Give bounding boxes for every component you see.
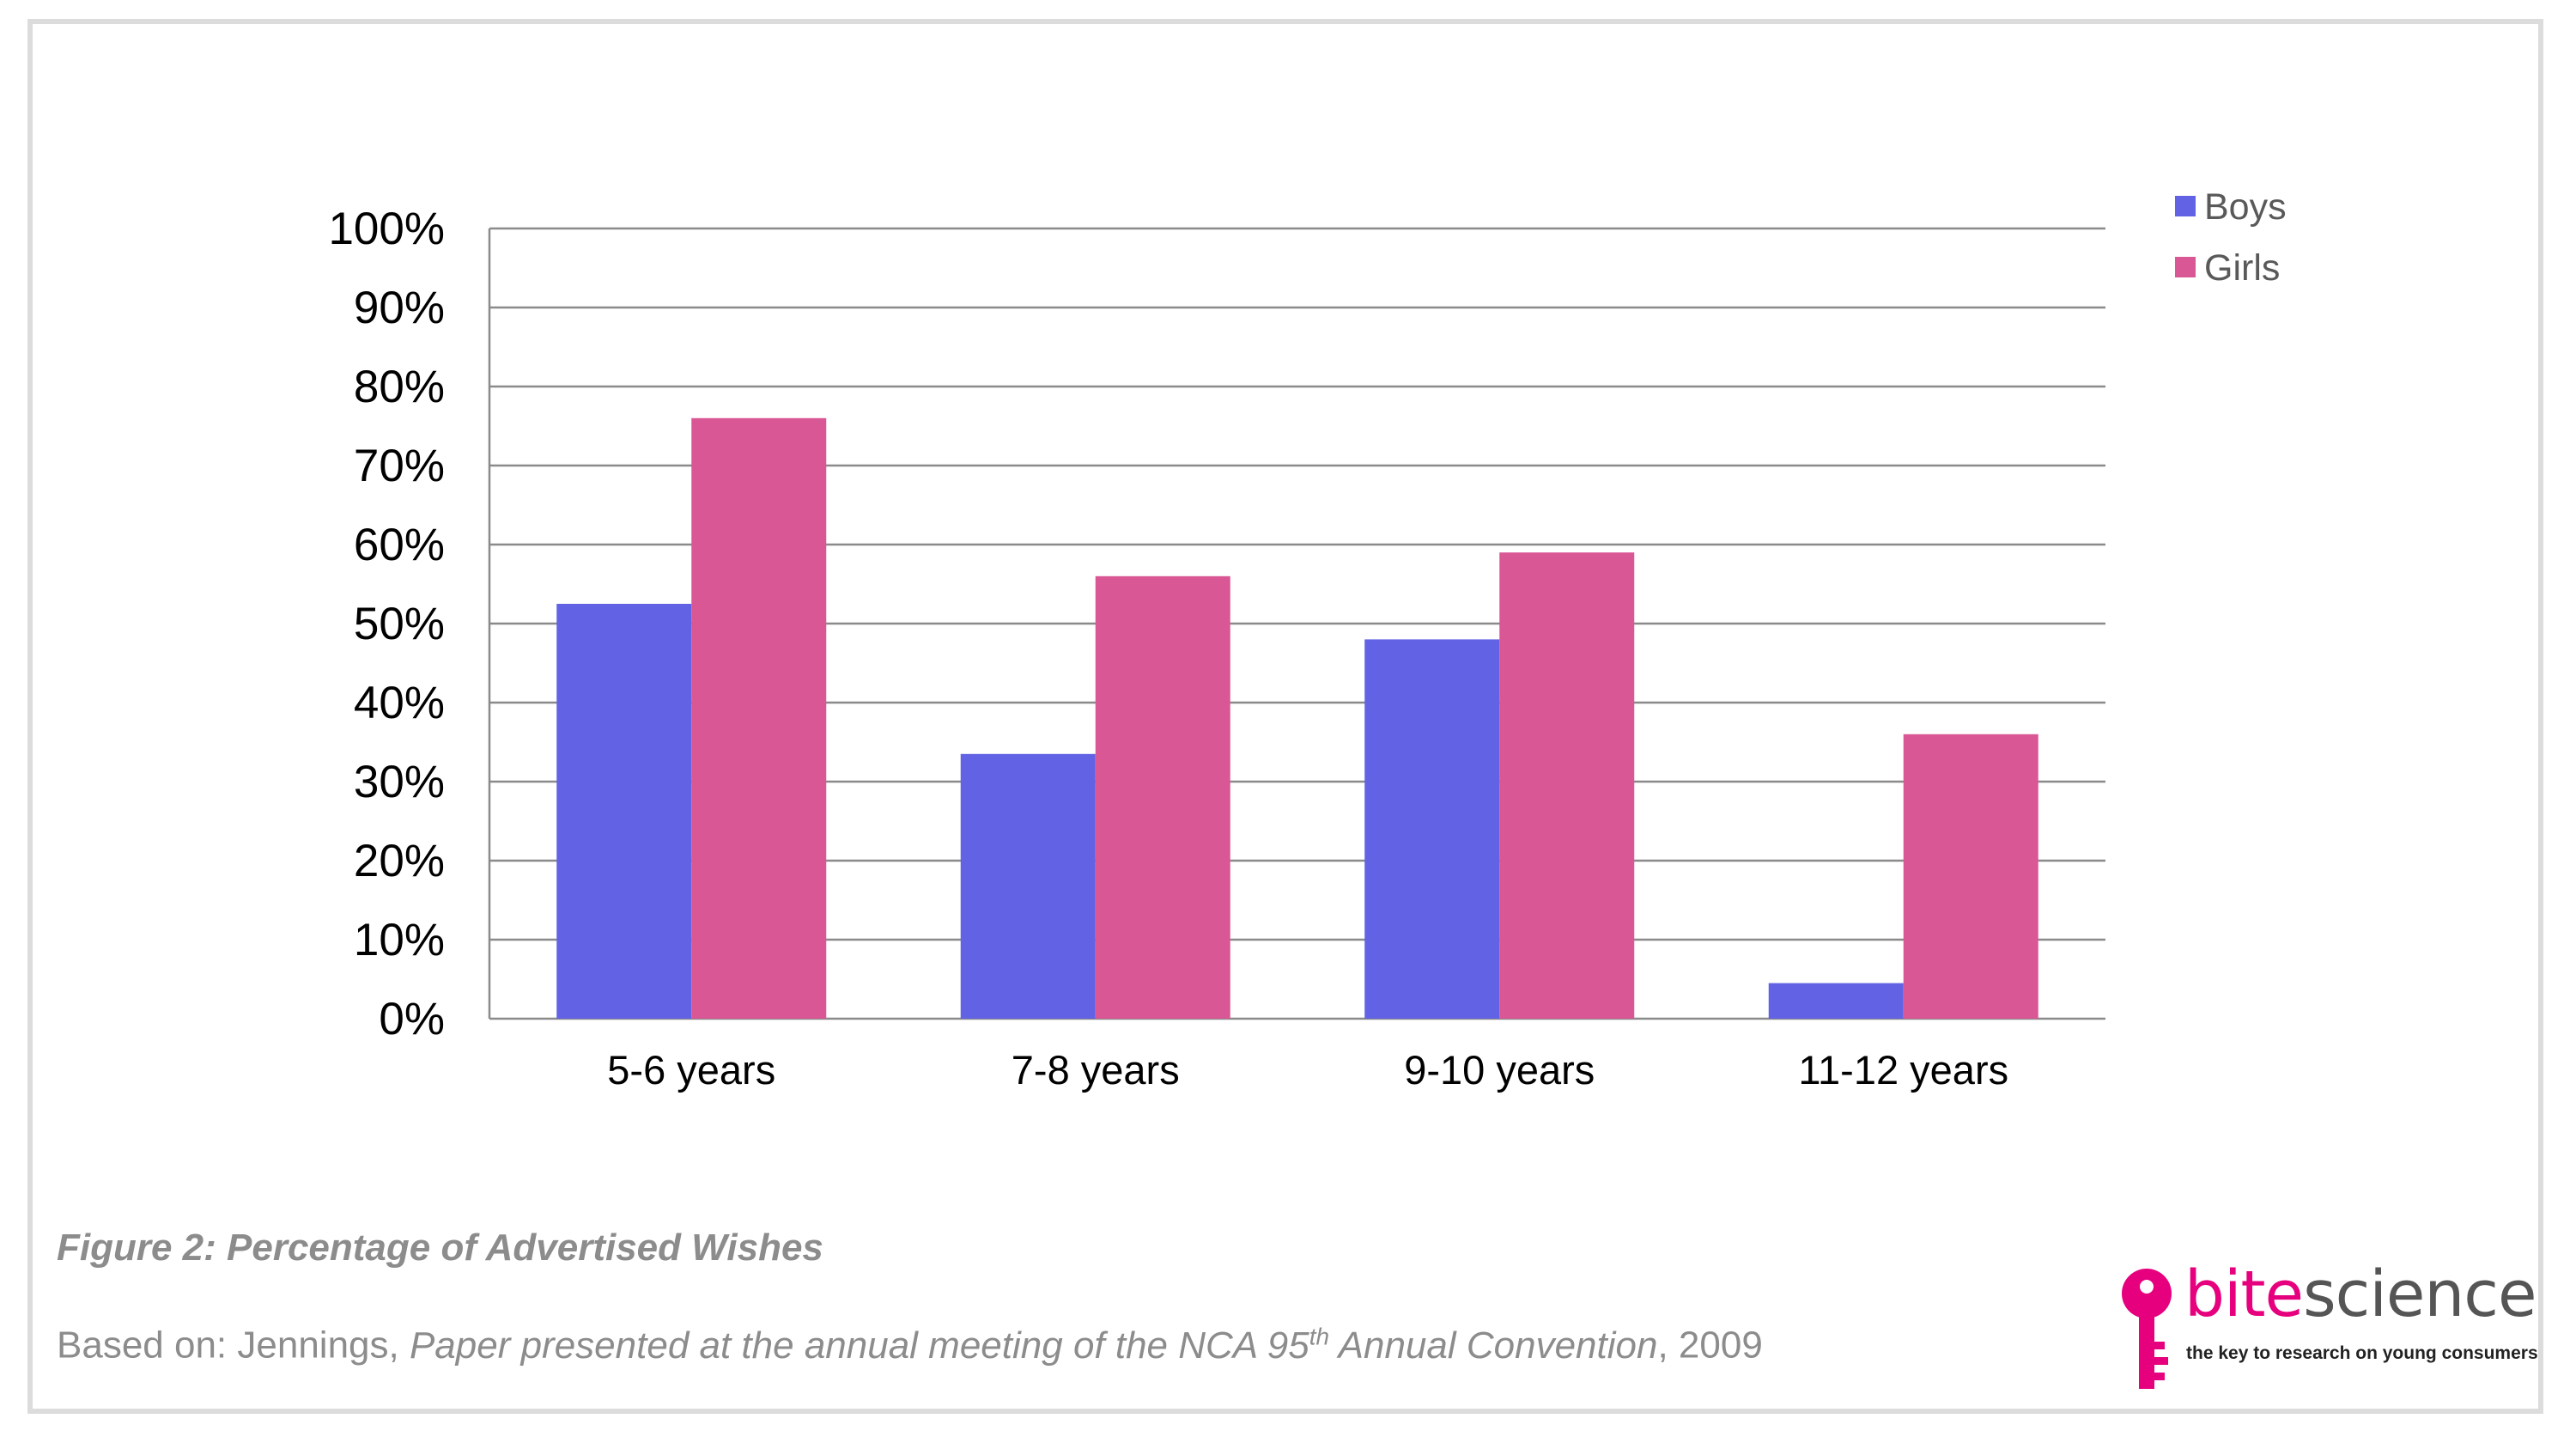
source-suffix: , 2009 — [1657, 1324, 1763, 1367]
bitescience-logo: bitescience the key to research on young… — [2112, 1257, 2538, 1395]
y-tick-label: 90% — [354, 283, 445, 333]
y-tick-label: 40% — [354, 678, 445, 728]
figure-frame — [27, 19, 2543, 1414]
legend: Boys Girls — [2175, 186, 2287, 289]
y-tick-label: 100% — [328, 204, 445, 254]
logo-bite: bite — [2184, 1257, 2304, 1331]
x-category-label: 11-12 years — [1798, 1047, 2008, 1093]
x-category-label: 7-8 years — [1012, 1047, 1180, 1093]
legend-swatch-girls — [2175, 257, 2196, 277]
source-title-end: Annual Convention — [1329, 1324, 1658, 1367]
y-tick-label: 50% — [354, 599, 445, 649]
key-icon — [2122, 1269, 2172, 1389]
x-category-label: 5-6 years — [607, 1047, 775, 1093]
y-tick-label: 0% — [379, 994, 445, 1044]
y-tick-label: 30% — [354, 757, 445, 807]
figure-caption: Figure 2: Percentage of Advertised Wishe… — [57, 1227, 823, 1269]
bar-boys-2 — [960, 753, 1096, 1019]
source-prefix: Based on: Jennings, — [57, 1324, 410, 1367]
bar-boys-3 — [1364, 639, 1500, 1019]
bar-girls-4 — [1903, 734, 2038, 1019]
bar-girls-2 — [1095, 575, 1230, 1019]
source-title-sup: th — [1309, 1323, 1330, 1349]
legend-swatch-boys — [2175, 196, 2196, 216]
source-citation: Based on: Jennings, Paper presented at t… — [57, 1323, 1763, 1367]
logo-wordmark: bitescience — [2184, 1257, 2537, 1331]
y-tick-label: 80% — [354, 362, 445, 412]
y-tick-label: 20% — [354, 836, 445, 886]
x-axis-categories: 5-6 years 7-8 years 9-10 years 11-12 years — [607, 1047, 2008, 1093]
x-category-label: 9-10 years — [1404, 1047, 1595, 1093]
y-tick-label: 10% — [354, 915, 445, 965]
bar-girls-1 — [691, 417, 827, 1019]
logo-science: science — [2303, 1257, 2537, 1331]
legend-label-girls: Girls — [2204, 247, 2280, 289]
logo-tagline: the key to research on young consumers — [2186, 1343, 2538, 1363]
y-axis-ticks: 0% 10% 20% 30% 40% 50% 60% 70% 80% 90% 100% — [328, 204, 445, 1044]
y-tick-label: 70% — [354, 441, 445, 491]
source-title: Paper presented at the annual meeting of… — [409, 1324, 1309, 1367]
legend-label-boys: Boys — [2204, 186, 2287, 228]
bar-girls-3 — [1499, 552, 1635, 1019]
bar-boys-4 — [1768, 983, 1904, 1019]
y-tick-label: 60% — [354, 520, 445, 570]
bars — [556, 417, 2038, 1019]
bar-boys-1 — [556, 604, 692, 1019]
